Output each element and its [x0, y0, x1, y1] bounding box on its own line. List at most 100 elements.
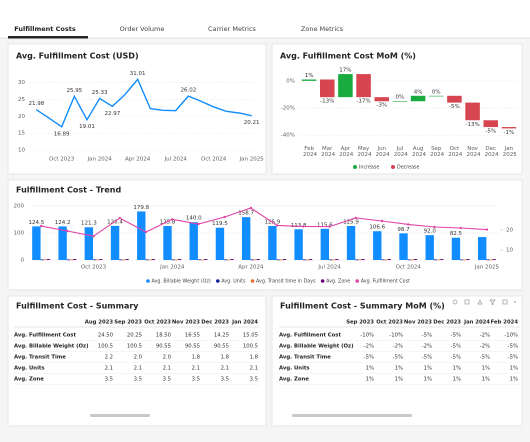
row-label: Avg. Transit Time	[14, 355, 66, 361]
icon[interactable]	[452, 299, 458, 305]
table-cell: -5%	[364, 355, 374, 361]
table-cell: 100.5	[243, 344, 258, 350]
bar	[399, 233, 408, 260]
bar	[486, 259, 490, 261]
bar	[268, 226, 277, 260]
column-header: Nov 2023	[404, 320, 432, 326]
column-header: Nov 2023	[172, 320, 200, 326]
bar	[309, 259, 313, 260]
tab[interactable]: Carrier Metrics	[208, 25, 257, 33]
data-label: 17%	[339, 68, 351, 74]
bar	[189, 222, 198, 260]
tab[interactable]: Zone Metrics	[301, 25, 344, 33]
bar	[145, 259, 149, 261]
bar	[204, 259, 208, 260]
table-cell: 15.05	[243, 333, 258, 339]
bar	[320, 228, 330, 260]
legend-label: Avg. Units	[221, 279, 246, 285]
data-label: 20.21	[244, 120, 260, 126]
x-tick-label: Apr 2024	[125, 157, 151, 163]
icon[interactable]	[489, 299, 496, 305]
bar	[407, 259, 411, 261]
row-label: Avg. Billable Weight (Oz)	[279, 344, 354, 350]
line-marker	[223, 215, 226, 219]
tab[interactable]: Order Volume	[120, 25, 165, 33]
table-cell: 1%	[482, 377, 490, 383]
panel	[271, 295, 523, 427]
y2-tick-label: 10	[506, 248, 513, 254]
icon[interactable]	[464, 299, 470, 305]
bar	[93, 259, 97, 261]
table-cell: 90.55	[214, 344, 229, 350]
line-marker	[249, 206, 253, 210]
bar	[433, 259, 438, 261]
visual-header-icons[interactable]	[452, 299, 516, 305]
table-cell: 90.55	[185, 344, 200, 350]
icon[interactable]	[514, 301, 516, 303]
scrollbar[interactable]	[90, 414, 150, 417]
bar	[492, 259, 496, 260]
table-cell: 1.8	[192, 355, 201, 361]
x-tick-label: Sep 2024	[428, 146, 444, 158]
table-cell: 1%	[453, 377, 461, 383]
data-label: 0%	[432, 89, 441, 95]
bar	[440, 259, 444, 260]
y-tick-label: 20	[18, 114, 25, 120]
scrollbar[interactable]	[292, 414, 412, 417]
column-header: Dec 2023	[433, 320, 461, 326]
panel	[7, 179, 523, 291]
data-label: 179.8	[133, 205, 149, 211]
table-cell: -2%	[364, 344, 374, 350]
legend-marker	[250, 279, 255, 283]
y-tick-label: -20%	[281, 106, 295, 112]
table-cell: 1%	[424, 366, 432, 372]
bar	[373, 231, 382, 260]
table-cell: 3.5	[134, 377, 142, 383]
x-tick-label: Jan 2025	[501, 146, 517, 158]
bar	[329, 259, 333, 261]
x-tick-label: Jan 2024	[87, 157, 113, 163]
data-label: 82.5	[450, 231, 463, 237]
x-tick-label: Oct 2024	[201, 157, 227, 163]
icon[interactable]	[477, 299, 483, 305]
table-cell: -5%	[451, 355, 461, 361]
table-cell: 24.50	[98, 333, 114, 339]
bar	[384, 259, 388, 261]
table-cell: -10%	[360, 333, 374, 339]
bar	[305, 259, 310, 261]
data-label: 25.33	[92, 90, 108, 96]
bar	[125, 259, 129, 260]
bar	[279, 259, 283, 261]
line-marker	[171, 218, 174, 221]
bar	[282, 259, 287, 260]
y-tick-label: 25	[18, 97, 25, 103]
column-header: Sep 2023	[346, 320, 374, 326]
data-label: 4%	[414, 89, 423, 95]
line	[41, 207, 487, 237]
legend-label: Avg. Fulfillment Cost	[361, 279, 410, 285]
icon[interactable]	[502, 299, 508, 305]
data-label: -13%	[465, 122, 479, 128]
data-label: 124.5	[29, 220, 45, 226]
data-label: 21.98	[28, 101, 44, 107]
tab[interactable]: Fulfillment Costs	[14, 25, 76, 33]
line-marker	[433, 225, 436, 229]
waterfall-bar	[356, 74, 371, 98]
line-marker	[144, 230, 148, 234]
x-tick-label: Jul 2024	[317, 265, 341, 271]
data-label: 124.2	[55, 220, 71, 226]
line-marker	[118, 216, 121, 220]
bar	[463, 259, 467, 261]
x-tick-label: Feb 2024	[301, 146, 317, 158]
data-label: 125.8	[160, 220, 176, 226]
y-tick-label: -40%	[281, 133, 295, 139]
column-header: Oct 2023	[144, 320, 171, 326]
bar	[276, 259, 280, 261]
bar	[46, 259, 51, 260]
table-cell: 2.1	[163, 366, 171, 372]
data-label: 19.01	[79, 124, 95, 130]
data-label: 16.89	[54, 131, 70, 137]
bar	[241, 217, 251, 260]
bar	[43, 259, 47, 261]
row-label: Avg. Fulfillment Cost	[279, 333, 341, 339]
